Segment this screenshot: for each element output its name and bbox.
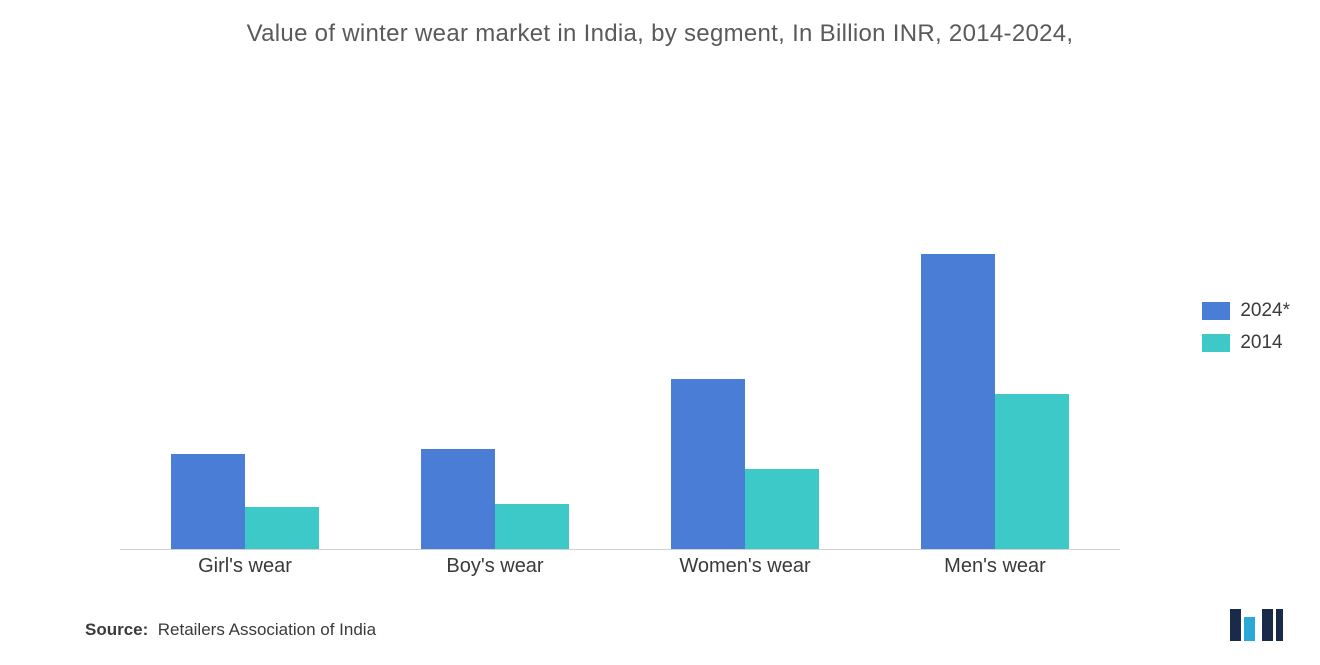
bar-group: [155, 454, 335, 549]
bar: [745, 469, 819, 549]
chart-title: Value of winter wear market in India, by…: [0, 20, 1320, 48]
x-axis-label: Girl's wear: [155, 555, 335, 578]
source-label: Source:: [85, 620, 148, 639]
bar-group: [405, 449, 585, 549]
x-axis-label: Women's wear: [655, 555, 835, 578]
legend-item: 2024*: [1202, 300, 1290, 322]
bar: [245, 507, 319, 549]
bar: [495, 504, 569, 549]
bar-group: [655, 379, 835, 549]
legend-swatch: [1202, 302, 1230, 320]
bar: [995, 394, 1069, 549]
mi-logo: [1230, 605, 1285, 645]
bar: [921, 254, 995, 549]
legend: 2024* 2014: [1202, 300, 1290, 354]
source-citation: Source: Retailers Association of India: [85, 620, 376, 640]
x-axis-label: Boy's wear: [405, 555, 585, 578]
legend-label: 2014: [1240, 332, 1282, 354]
bar: [421, 449, 495, 549]
legend-label: 2024*: [1240, 300, 1290, 322]
plot-area: [120, 75, 1120, 550]
legend-swatch: [1202, 334, 1230, 352]
bar: [671, 379, 745, 549]
x-axis-labels: Girl's wear Boy's wear Women's wear Men's w…: [120, 555, 1120, 578]
chart-container: Value of winter wear market in India, by…: [0, 0, 1320, 665]
bar-group: [905, 254, 1085, 549]
x-axis-label: Men's wear: [905, 555, 1085, 578]
bar: [171, 454, 245, 549]
legend-item: 2014: [1202, 332, 1290, 354]
source-text: Retailers Association of India: [158, 620, 376, 639]
